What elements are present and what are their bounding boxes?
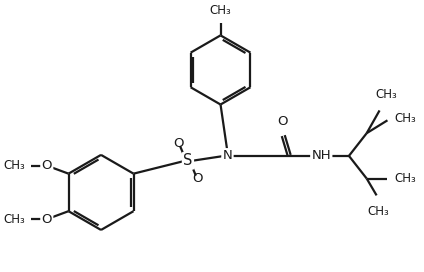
Text: NH: NH (312, 149, 331, 162)
Text: O: O (42, 213, 52, 225)
Text: O: O (278, 115, 288, 128)
Text: S: S (183, 153, 192, 168)
Text: CH₃: CH₃ (368, 205, 389, 218)
Text: CH₃: CH₃ (394, 112, 416, 125)
Text: CH₃: CH₃ (376, 88, 397, 101)
Text: CH₃: CH₃ (3, 159, 25, 172)
Text: O: O (192, 172, 203, 185)
Text: O: O (42, 159, 52, 172)
Text: CH₃: CH₃ (394, 172, 416, 185)
Text: O: O (173, 137, 183, 150)
Text: CH₃: CH₃ (209, 4, 232, 17)
Text: N: N (223, 149, 232, 162)
Text: CH₃: CH₃ (3, 213, 25, 225)
